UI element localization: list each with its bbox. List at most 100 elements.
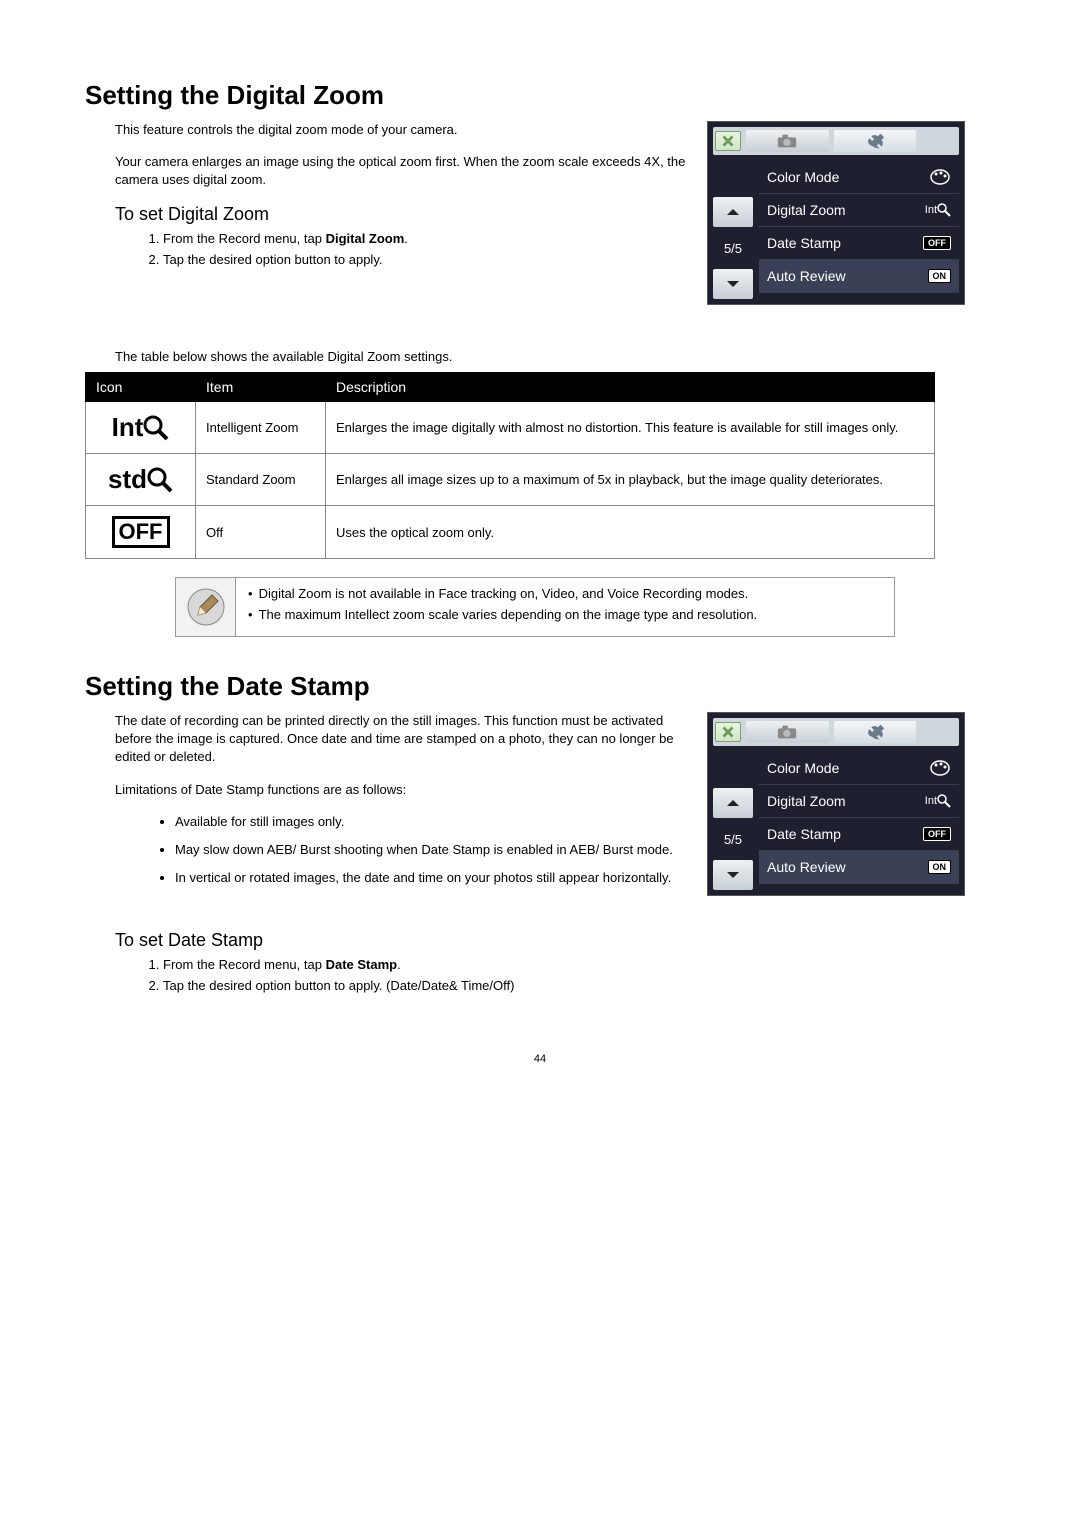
off-badge: OFF [923, 827, 951, 841]
camera-icon [776, 723, 798, 741]
menu-item-label: Color Mode [767, 169, 839, 185]
digital-zoom-intro-text: This feature controls the digital zoom m… [85, 121, 687, 273]
int-zoom-icon: Int [925, 794, 951, 808]
menu-item-label: Auto Review [767, 268, 846, 284]
chevron-down-icon [726, 870, 740, 880]
note-box: Digital Zoom is not available in Face tr… [175, 577, 895, 637]
table-row: std Standard Zoom Enlarges all image siz… [86, 454, 935, 506]
step-bold: Date Stamp [326, 957, 398, 972]
limit-item: Available for still images only. [175, 813, 687, 831]
heading-digital-zoom: Setting the Digital Zoom [85, 80, 995, 111]
camera-tab[interactable] [746, 130, 829, 152]
table-cell-desc: Enlarges the image digitally with almost… [326, 402, 935, 454]
note-pencil-icon [186, 587, 226, 627]
nav-down-button[interactable] [713, 860, 753, 890]
digital-zoom-intro-2: Your camera enlarges an image using the … [115, 153, 687, 189]
nav-down-button[interactable] [713, 269, 753, 299]
digital-zoom-step-1: From the Record menu, tap Digital Zoom. [163, 231, 687, 246]
step-text: From the Record menu, tap [163, 231, 326, 246]
menu-item-label: Date Stamp [767, 235, 841, 251]
table-cell-item: Intelligent Zoom [196, 402, 326, 454]
date-stamp-step-2: Tap the desired option button to apply. … [163, 978, 995, 993]
tools-tab[interactable] [834, 721, 917, 743]
camera-icon [776, 132, 798, 150]
nav-up-button[interactable] [713, 788, 753, 818]
note-text: Digital Zoom is not available in Face tr… [236, 578, 894, 636]
wrench-icon [864, 132, 886, 150]
menu-tabbar [713, 718, 959, 746]
digital-zoom-intro-row: This feature controls the digital zoom m… [85, 121, 995, 325]
menu-list: Color Mode Digital Zoom Int Date Stamp O… [759, 161, 959, 299]
table-cell-icon: std [86, 454, 196, 506]
menu-item-color-mode[interactable]: Color Mode [759, 752, 959, 785]
chevron-up-icon [726, 207, 740, 217]
table-cell-desc: Uses the optical zoom only. [326, 506, 935, 559]
menu-item-label: Auto Review [767, 859, 846, 875]
step-text: From the Record menu, tap [163, 957, 326, 972]
digital-zoom-steps: From the Record menu, tap Digital Zoom. … [115, 231, 687, 267]
digital-zoom-table: Icon Item Description Int Intelligent Zo… [85, 372, 935, 559]
close-icon [717, 723, 739, 741]
menu-item-auto-review[interactable]: Auto Review ON [759, 851, 959, 884]
digital-zoom-step-2: Tap the desired option button to apply. [163, 252, 687, 267]
note-bullet-1: Digital Zoom is not available in Face tr… [248, 586, 882, 601]
chevron-up-icon [726, 798, 740, 808]
heading-date-stamp: Setting the Date Stamp [85, 671, 995, 702]
palette-icon [929, 759, 951, 777]
step-text: . [397, 957, 401, 972]
nav-spacer [713, 752, 753, 782]
off-zoom-icon: OFF [112, 516, 170, 548]
menu-item-auto-review[interactable]: Auto Review ON [759, 260, 959, 293]
menu-item-label: Date Stamp [767, 826, 841, 842]
date-stamp-step-1: From the Record menu, tap Date Stamp. [163, 957, 995, 972]
menu-item-digital-zoom[interactable]: Digital Zoom Int [759, 785, 959, 818]
chevron-down-icon [726, 279, 740, 289]
table-row: OFF Off Uses the optical zoom only. [86, 506, 935, 559]
nav-page-indicator: 5/5 [713, 824, 753, 854]
icon-text: std [108, 464, 147, 495]
palette-icon [929, 168, 951, 186]
tools-tab[interactable] [834, 130, 917, 152]
limit-item: In vertical or rotated images, the date … [175, 869, 687, 887]
digital-zoom-intro-1: This feature controls the digital zoom m… [115, 121, 687, 139]
menu-item-color-mode[interactable]: Color Mode [759, 161, 959, 194]
menu-item-digital-zoom[interactable]: Digital Zoom Int [759, 194, 959, 227]
off-badge: OFF [923, 236, 951, 250]
on-badge: ON [928, 269, 952, 283]
int-zoom-icon: Int [925, 203, 951, 217]
nav-page-indicator: 5/5 [713, 233, 753, 263]
camera-tab[interactable] [746, 721, 829, 743]
menu-item-label: Digital Zoom [767, 202, 846, 218]
date-stamp-intro-row: The date of recording can be printed dir… [85, 712, 995, 916]
menu-item-date-stamp[interactable]: Date Stamp OFF [759, 818, 959, 851]
date-stamp-lim-intro: Limitations of Date Stamp functions are … [115, 781, 687, 799]
date-stamp-limits: Available for still images only. May slo… [115, 813, 687, 888]
note-bullet-2: The maximum Intellect zoom scale varies … [248, 607, 882, 622]
menu-item-date-stamp[interactable]: Date Stamp OFF [759, 227, 959, 260]
camera-menu-screenshot: 5/5 Color Mode Digital Zoom Int Date Sta… [707, 121, 965, 305]
date-stamp-intro-text: The date of recording can be printed dir… [85, 712, 687, 897]
table-cell-item: Standard Zoom [196, 454, 326, 506]
table-header-item: Item [196, 373, 326, 402]
close-tab-button[interactable] [715, 131, 741, 151]
limit-item: May slow down AEB/ Burst shooting when D… [175, 841, 687, 859]
table-cell-desc: Enlarges all image sizes up to a maximum… [326, 454, 935, 506]
menu-list: Color Mode Digital Zoom Int Date Stamp O… [759, 752, 959, 890]
step-text: . [404, 231, 408, 246]
nav-up-button[interactable] [713, 197, 753, 227]
menu-item-label: Color Mode [767, 760, 839, 776]
intelligent-zoom-icon: Int [112, 412, 170, 443]
menu-body: 5/5 Color Mode Digital Zoom Int Date Sta… [713, 752, 959, 890]
wrench-icon [864, 723, 886, 741]
table-header-desc: Description [326, 373, 935, 402]
table-cell-icon: OFF [86, 506, 196, 559]
digital-zoom-subheading: To set Digital Zoom [115, 204, 687, 225]
table-header-row: Icon Item Description [86, 373, 935, 402]
note-icon-cell [176, 578, 236, 636]
close-tab-button[interactable] [715, 722, 741, 742]
note-text-2: The maximum Intellect zoom scale varies … [259, 607, 758, 622]
menu-item-label: Digital Zoom [767, 793, 846, 809]
close-icon [717, 132, 739, 150]
table-cell-item: Off [196, 506, 326, 559]
menu-tabbar [713, 127, 959, 155]
